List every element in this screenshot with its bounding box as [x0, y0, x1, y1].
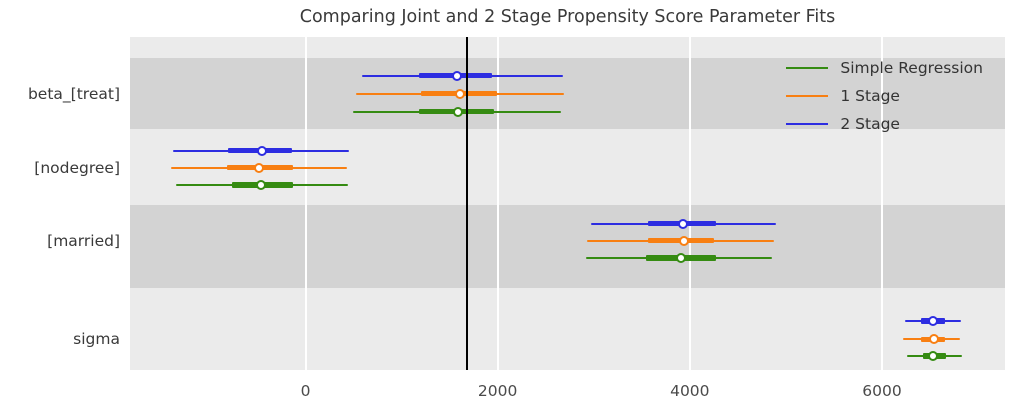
- mean-marker: [928, 316, 939, 326]
- x-tick-label: 0: [300, 382, 311, 400]
- mean-marker: [452, 106, 463, 117]
- legend: Simple Regression 1 Stage 2 Stage: [786, 54, 983, 138]
- y-axis-label: beta_[treat]: [27, 85, 120, 103]
- mean-marker: [256, 145, 267, 156]
- background-band: [130, 205, 1005, 288]
- legend-label: 2 Stage: [840, 115, 900, 133]
- y-axis-label: sigma: [73, 330, 120, 348]
- legend-label: Simple Regression: [840, 59, 983, 77]
- mean-marker: [928, 334, 939, 345]
- y-axis-label: [nodegree]: [34, 158, 120, 177]
- plot-area: Simple Regression 1 Stage 2 Stage 0 2000 400…: [28, 37, 1005, 400]
- mean-marker: [678, 218, 689, 229]
- legend-line-swatch: [786, 122, 829, 126]
- x-gridline: [688, 37, 691, 370]
- x-tick-label: 6000: [862, 382, 902, 400]
- x-gridline: [880, 37, 883, 370]
- legend-item: Simple Regression: [786, 54, 983, 82]
- mean-marker: [255, 180, 266, 190]
- x-gridline: [304, 37, 307, 370]
- legend-item: 2 Stage: [786, 110, 983, 138]
- reference-line: [465, 37, 468, 370]
- x-tick-label: 2000: [477, 382, 518, 400]
- legend-label: 1 Stage: [840, 87, 900, 105]
- y-axis-label: [married]: [47, 232, 120, 250]
- legend-line-swatch: [786, 66, 829, 70]
- background-band: [130, 58, 1005, 129]
- legend-line-swatch: [786, 94, 829, 98]
- mean-marker: [452, 70, 463, 81]
- mean-marker: [676, 253, 687, 263]
- mean-marker: [253, 162, 264, 173]
- mean-marker: [678, 235, 689, 246]
- mean-marker: [928, 351, 939, 361]
- x-tick-label: 4000: [670, 382, 710, 400]
- chart-title: Comparing Joint and 2 Stage Propensity S…: [299, 7, 836, 27]
- legend-item: 1 Stage: [786, 82, 983, 110]
- x-gridline: [496, 37, 499, 370]
- mean-marker: [455, 88, 466, 99]
